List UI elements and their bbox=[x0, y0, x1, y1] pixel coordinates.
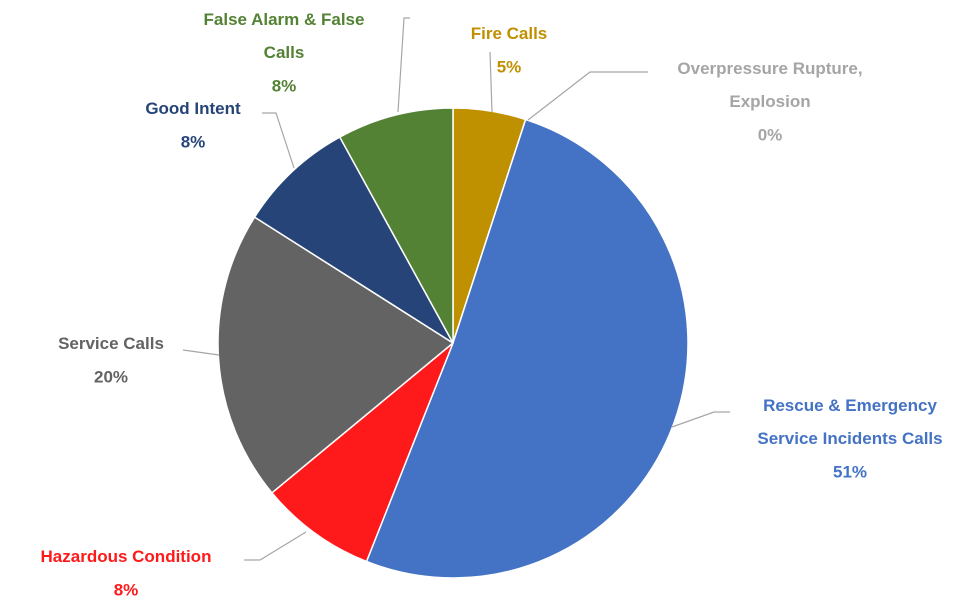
pie-slice bbox=[270, 342, 454, 563]
slice-value-label: 5% bbox=[497, 57, 522, 76]
slice-label: Hazardous Condition bbox=[41, 547, 212, 566]
leader-line bbox=[397, 17, 410, 113]
slice-value-label: 8% bbox=[181, 132, 206, 151]
slice-label: Good Intent bbox=[145, 99, 241, 118]
pie-slice bbox=[365, 118, 689, 579]
slice-label: False Alarm & False Calls bbox=[204, 10, 365, 62]
leader-line bbox=[244, 531, 307, 561]
slice-value-label: 8% bbox=[272, 76, 297, 95]
leader-line bbox=[527, 71, 648, 121]
leader-line bbox=[262, 112, 295, 169]
slice-value-label: 0% bbox=[758, 125, 783, 144]
slice-label: Rescue & Emergency Service Incidents Call… bbox=[757, 396, 942, 448]
slice-value-label: 51% bbox=[833, 462, 867, 481]
pie-slice bbox=[338, 107, 454, 344]
pie-slice bbox=[253, 136, 454, 344]
slice-value-label: 8% bbox=[114, 580, 139, 599]
leader-line bbox=[182, 349, 220, 356]
leader-line bbox=[489, 51, 493, 113]
slice-value-label: 20% bbox=[94, 367, 128, 386]
slice-label: Fire Calls bbox=[471, 24, 548, 43]
slice-label: Overpressure Rupture, Explosion bbox=[677, 59, 862, 111]
slice-label: Service Calls bbox=[58, 334, 164, 353]
leader-line bbox=[671, 411, 730, 428]
pie-slice bbox=[217, 216, 455, 494]
